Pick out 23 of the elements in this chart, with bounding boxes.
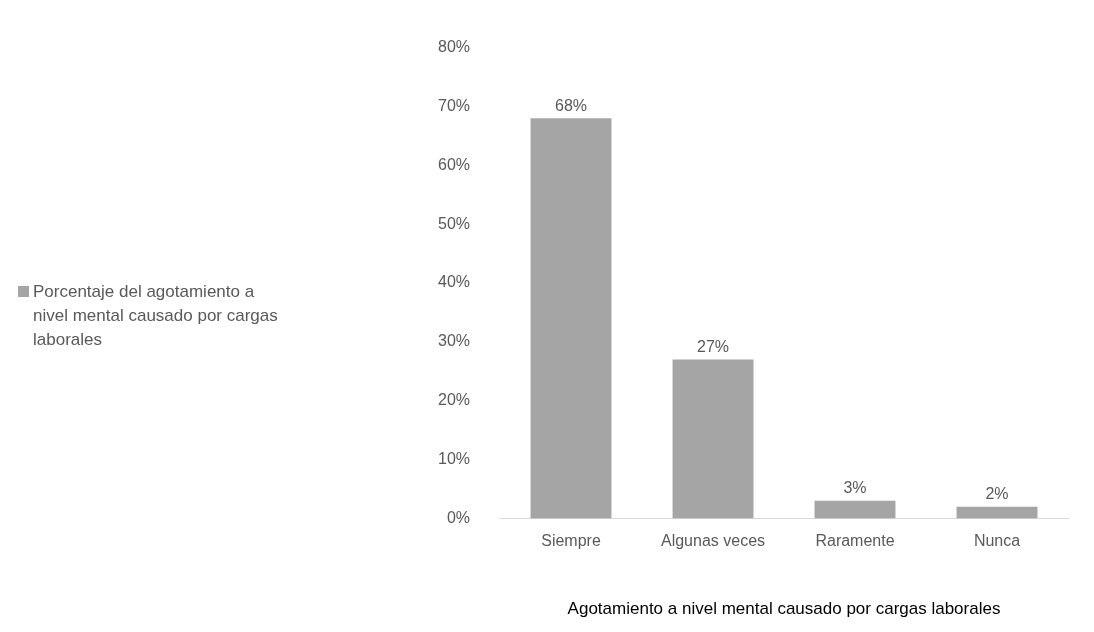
y-tick-label: 50% <box>437 214 471 232</box>
data-label: 68% <box>555 96 588 114</box>
data-label: 27% <box>697 337 730 355</box>
bar <box>672 359 754 519</box>
bar <box>814 500 896 519</box>
y-tick-label: 20% <box>437 391 471 409</box>
y-tick-label: 30% <box>437 332 471 350</box>
data-label: 3% <box>843 479 867 497</box>
y-tick-label: 10% <box>437 449 471 467</box>
legend-label: Porcentaje del agotamiento a nivel mental causado por cargas laborales <box>33 281 278 351</box>
y-tick-label: 60% <box>437 155 471 173</box>
x-axis-title: Agotamiento a nivel mental causado por cargas laborales <box>567 599 1001 619</box>
x-tick-label: Siempre <box>541 532 601 550</box>
x-tick-label: Algunas veces <box>660 532 766 550</box>
bar <box>956 506 1038 519</box>
y-tick-label: 80% <box>437 38 471 56</box>
x-tick-label: Nunca <box>973 532 1021 550</box>
y-tick-label: 40% <box>437 273 471 291</box>
y-tick-label: 0% <box>446 508 471 526</box>
x-tick-label: Raramente <box>815 532 895 550</box>
data-label: 2% <box>985 485 1009 503</box>
bar <box>530 118 612 519</box>
y-tick-label: 70% <box>437 96 471 114</box>
